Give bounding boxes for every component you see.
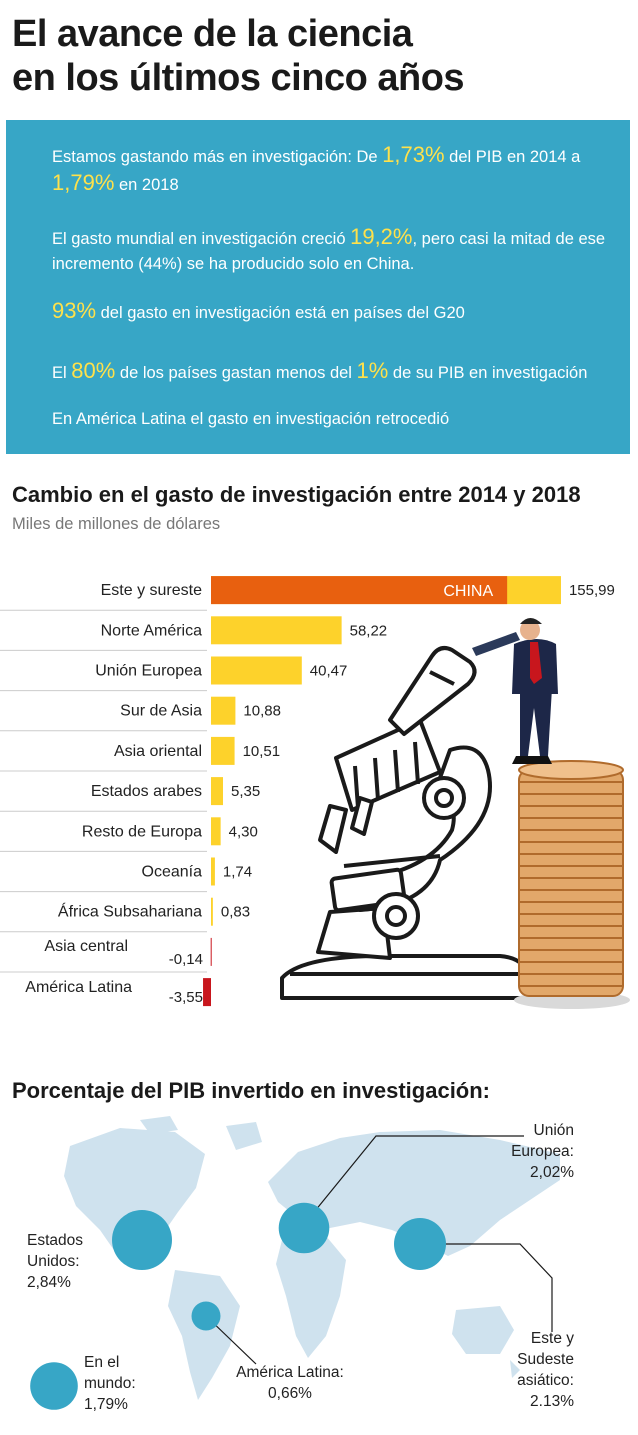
fact-text: , pero casi la mitad de ese incremento (… [52, 230, 606, 273]
fact-g20: 93% del gasto en investigación está en p… [52, 298, 612, 326]
bar-category-label: Asia central [44, 938, 128, 955]
map-title: Porcentaje del PIB invertido en investig… [12, 1078, 491, 1103]
bar-category-label: Oceanía [142, 864, 203, 881]
label-este-sudeste: Este y Sudeste asiático: 2.13% [517, 1330, 574, 1410]
bar-value-label: 0,83 [221, 904, 250, 921]
bubble-este-y-sudeste-asi-tico [394, 1218, 446, 1270]
bar-category-label: Este y sureste [101, 582, 202, 599]
bubble-en-el-mundo [30, 1362, 78, 1410]
bar-value-label: -3,55 [169, 989, 203, 1006]
bar-chart: Este y sureste CHINA 155,99 Norte América 58… [0, 576, 630, 1009]
fact-text: de su PIB en investigación [388, 364, 588, 382]
bar-value-label: 155,99 [569, 582, 615, 599]
bar [211, 897, 213, 926]
fact-latam: En América Latina el gasto en investigac… [52, 407, 612, 432]
fact-highlight: 93% [52, 298, 97, 323]
bar [203, 978, 211, 1007]
page-title: El avance de la ciencia en los últimos c… [12, 13, 465, 99]
bar-category-label: Norte América [101, 622, 202, 639]
fact-highlight: 80% [71, 358, 116, 383]
bar [211, 857, 215, 886]
bar-category-label: Sur de Asia [120, 703, 202, 720]
bar-category-label: América Latina [25, 979, 132, 996]
bubble-am-rica-latina [191, 1301, 221, 1331]
fact-highlight: 1,73% [382, 142, 445, 167]
label-union-europea: Unión Europea: 2,02% [511, 1122, 574, 1181]
fact-text: en 2018 [114, 176, 179, 194]
fact-highlight: 19,2% [350, 224, 413, 249]
bar-category-label: Resto de Europa [82, 823, 202, 840]
bubble-estados-unidos [112, 1210, 172, 1270]
china-label: CHINA [443, 583, 493, 600]
fact-text: Estamos gastando más en investigación: D… [52, 148, 383, 166]
fact-text: del gasto en investigación está en paíse… [96, 304, 465, 322]
fact-text: del PIB en 2014 a [444, 148, 581, 166]
fact-text: El gasto mundial en investigación creció [52, 230, 351, 248]
bar [211, 696, 236, 725]
fact-text: En América Latina el gasto en investigac… [52, 410, 450, 428]
bar [211, 656, 302, 685]
world-map: Estados Unidos: 2,84% Unión Europea: 2,0… [0, 1110, 638, 1435]
bar-category-label: Estados arabes [91, 783, 202, 800]
businessman-icon [472, 618, 558, 764]
bar-chart-title: Cambio en el gasto de investigación entr… [12, 482, 581, 507]
bar-category-label: Unión Europea [95, 663, 202, 680]
bar-value-label: 40,47 [310, 663, 348, 680]
fact-spending: Estamos gastando más en investigación: D… [52, 142, 612, 198]
fact-highlight: 1% [356, 358, 389, 383]
bar-category-label: Asia oriental [114, 743, 202, 760]
map-svg [30, 1116, 560, 1410]
label-en-el-mundo: En el mundo: 1,79% [84, 1354, 136, 1413]
bar [211, 777, 224, 806]
bar-value-label: 1,74 [223, 864, 252, 881]
bar-category-label: África Subsahariana [58, 902, 202, 921]
bar-value-label: 10,51 [243, 743, 281, 760]
bar-value-label: 58,22 [350, 622, 388, 639]
bar [211, 817, 221, 846]
bar-chart-subtitle: Miles de millones de dólares [12, 515, 221, 533]
facts-panel: Estamos gastando más en investigación: D… [6, 120, 630, 454]
fact-highlight: 1,79% [52, 170, 115, 195]
fact-text: El [52, 364, 72, 382]
fact-growth: El gasto mundial en investigación creció… [52, 224, 612, 277]
bar-value-label: 10,88 [243, 703, 281, 720]
fact-text: de los países gastan menos del [115, 364, 357, 382]
bar [211, 616, 342, 645]
fact-countries: El 80% de los países gastan menos del 1%… [52, 358, 612, 386]
coin-stack-icon [514, 760, 630, 1009]
bar-value-label: 5,35 [231, 783, 260, 800]
bar-china-segment [211, 576, 508, 605]
bubble-uni-n-europea [278, 1202, 330, 1254]
label-america-latina: América Latina: 0,66% [236, 1364, 344, 1402]
label-estados-unidos: Estados Unidos: 2,84% [27, 1232, 84, 1291]
microscope-icon [280, 646, 532, 1000]
bar-value-label: -0,14 [169, 951, 203, 968]
bar [210, 937, 212, 966]
continents [64, 1116, 560, 1400]
bar [211, 736, 235, 765]
bar-value-label: 4,30 [229, 823, 258, 840]
